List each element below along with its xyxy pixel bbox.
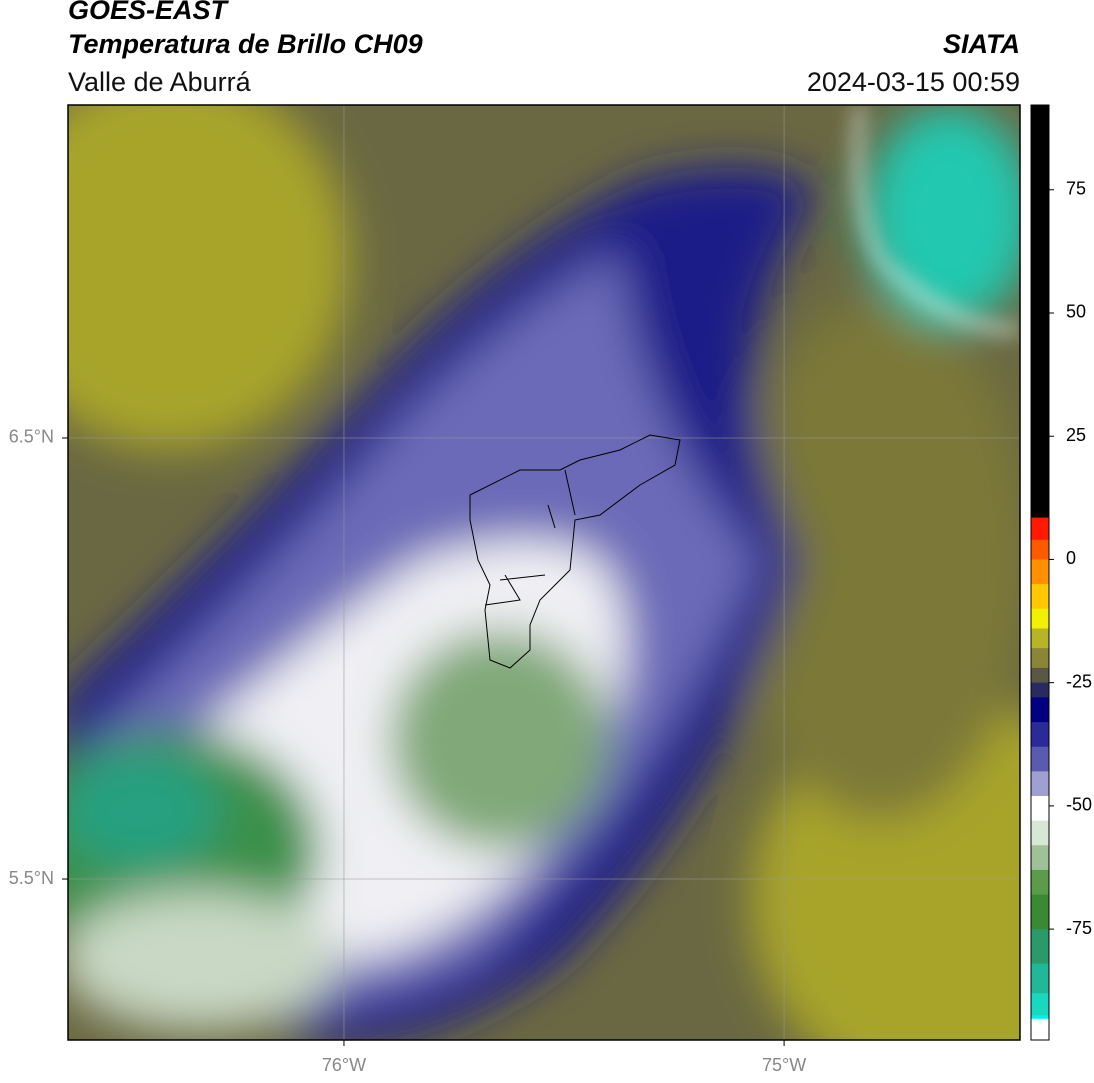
colorbar-segment <box>1031 667 1049 684</box>
colorbar-segment <box>1031 993 1049 1016</box>
colorbar-tick-label: 0 <box>1066 548 1076 568</box>
colorbar-tick-label: -75 <box>1066 918 1092 938</box>
subtitle: Temperatura de Brillo CH09 <box>68 29 423 59</box>
colorbar-segment <box>1031 722 1049 748</box>
colorbar-segment <box>1031 584 1049 610</box>
colorbar-segment <box>1031 539 1049 560</box>
municipal-boundaries <box>469 434 681 669</box>
colorbar-tick-label: -25 <box>1066 671 1092 691</box>
colorbar-tick-label: 75 <box>1066 179 1086 199</box>
datetime: 2024-03-15 00:59 <box>807 67 1020 97</box>
colorbar-segment <box>1031 894 1049 930</box>
colorbar-segment <box>1031 559 1049 585</box>
colorbar-segment <box>1031 869 1049 896</box>
colorbar: 75 50 25 0 -25 -50 -75 <box>1030 104 1092 1041</box>
map-frame <box>67 104 1021 1041</box>
colorbar-tick-label: 25 <box>1066 425 1086 445</box>
title: GOES-EAST <box>68 0 230 25</box>
colorbar-segment <box>1031 628 1049 649</box>
region: Valle de Aburrá <box>68 67 252 97</box>
colorbar-segment <box>1031 796 1049 822</box>
colorbar-segment <box>1031 648 1049 669</box>
colorbar-segment <box>1031 608 1049 629</box>
colorbar-segment <box>1031 697 1049 723</box>
colorbar-frame <box>1030 104 1050 1041</box>
grid: 76°W 75°W 6.5°N 5.5°N <box>9 105 1020 1075</box>
x-tick-label: 75°W <box>762 1055 806 1075</box>
colorbar-segment <box>1031 105 1049 519</box>
satellite-field <box>68 105 1020 1040</box>
colorbar-segment <box>1031 517 1049 541</box>
colorbar-segment <box>1031 771 1049 797</box>
colorbar-segment <box>1031 820 1049 846</box>
y-tick-label: 6.5°N <box>9 427 54 447</box>
colorbar-segment <box>1031 963 1049 994</box>
colorbar-segment <box>1031 746 1049 772</box>
x-tick-label: 76°W <box>322 1055 366 1075</box>
colorbar-segment <box>1031 1018 1049 1041</box>
colorbar-segment <box>1031 1015 1049 1020</box>
colorbar-tick-label: 50 <box>1066 302 1086 322</box>
colorbar-tick-label: -50 <box>1066 795 1092 815</box>
colorbar-segment <box>1031 682 1049 698</box>
y-tick-label: 5.5°N <box>9 868 54 888</box>
colorbar-segment <box>1031 929 1049 965</box>
colorbar-segment <box>1031 845 1049 871</box>
source: SIATA <box>943 29 1020 59</box>
